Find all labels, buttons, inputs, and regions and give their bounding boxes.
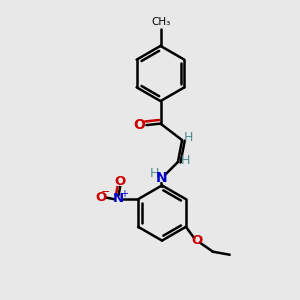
- Text: N: N: [112, 192, 124, 205]
- Text: H: H: [150, 167, 160, 180]
- Text: O: O: [95, 191, 106, 204]
- Text: CH₃: CH₃: [151, 17, 170, 27]
- Text: H: H: [184, 130, 194, 144]
- Text: O: O: [134, 118, 146, 132]
- Text: N: N: [156, 172, 167, 185]
- Text: O: O: [115, 175, 126, 188]
- Text: H: H: [181, 154, 190, 167]
- Text: O: O: [191, 234, 203, 247]
- Text: −: −: [101, 187, 110, 197]
- Text: +: +: [120, 189, 128, 199]
